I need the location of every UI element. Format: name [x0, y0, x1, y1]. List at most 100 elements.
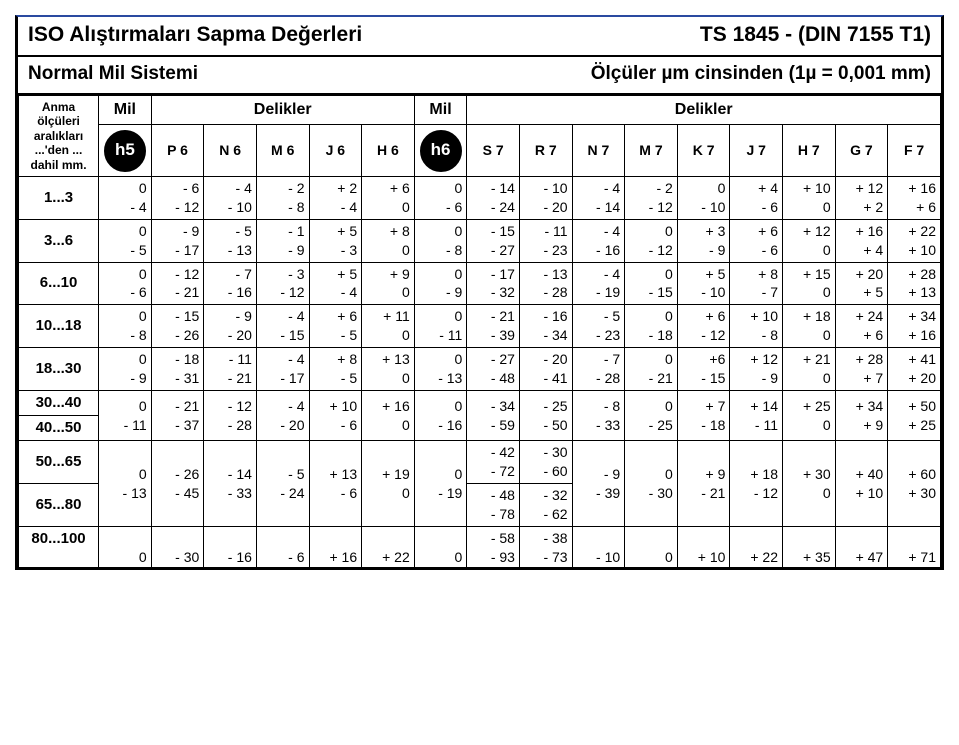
table-cell: - 16: [204, 526, 257, 566]
table-cell: + 9 - 21: [677, 441, 730, 527]
table-cell: - 20 - 41: [519, 348, 572, 391]
table-cell: + 4 - 6: [730, 176, 783, 219]
table-cell: + 5 - 4: [309, 262, 362, 305]
table-cell: + 16 + 4: [835, 219, 888, 262]
delikler-header-1: Delikler: [151, 96, 414, 125]
table-cell: + 8 0: [362, 219, 415, 262]
table-cell: + 6 - 6: [730, 219, 783, 262]
table-cell: + 8 - 5: [309, 348, 362, 391]
table-cell: + 10 0: [783, 176, 836, 219]
table-cell: - 16 - 34: [519, 305, 572, 348]
table-cell: + 47: [835, 526, 888, 566]
table-cell: - 14 - 33: [204, 441, 257, 527]
col-J6: J 6: [309, 125, 362, 177]
table-cell: - 5 - 23: [572, 305, 625, 348]
table-cell: 0 - 15: [625, 262, 678, 305]
col-M6: M 6: [256, 125, 309, 177]
table-cell: 0 - 18: [625, 305, 678, 348]
table-cell: - 10 - 20: [519, 176, 572, 219]
table-cell: - 4 - 14: [572, 176, 625, 219]
table-cell: 0: [625, 526, 678, 566]
table-cell: + 21 0: [783, 348, 836, 391]
table-cell: + 13 - 6: [309, 441, 362, 527]
col-G7: G 7: [835, 125, 888, 177]
table-cell: - 7 - 16: [204, 262, 257, 305]
table-cell: + 40 + 10: [835, 441, 888, 527]
col-J7: J 7: [730, 125, 783, 177]
table-cell: - 11 - 21: [204, 348, 257, 391]
table-cell: + 28 + 13: [888, 262, 941, 305]
table-cell: - 58 - 93: [467, 526, 520, 566]
range-cell: 65...80: [19, 484, 99, 527]
sub-row: Normal Mil Sistemi Ölçüler µm cinsinden …: [18, 57, 941, 95]
table-cell: + 11 0: [362, 305, 415, 348]
table-cell: + 6 - 5: [309, 305, 362, 348]
table-cell: + 14 - 11: [730, 390, 783, 441]
table-cell: - 30: [151, 526, 204, 566]
table-cell: + 22 + 10: [888, 219, 941, 262]
range-cell: 18...30: [19, 348, 99, 391]
col-S7: S 7: [467, 125, 520, 177]
table-row: 1...30 - 4- 6 - 12- 4 - 10- 2 - 8+ 2 - 4…: [19, 176, 941, 219]
table-cell: - 25 - 50: [519, 390, 572, 441]
table-cell: + 10 - 6: [309, 390, 362, 441]
table-cell: + 30 0: [783, 441, 836, 527]
table-cell: - 6 - 12: [151, 176, 204, 219]
table-cell: 0: [99, 526, 152, 566]
col-M7: M 7: [625, 125, 678, 177]
table-cell: 0 - 6: [99, 262, 152, 305]
table-cell: - 9 - 17: [151, 219, 204, 262]
table-cell: 0 - 5: [99, 219, 152, 262]
table-cell: - 26 - 45: [151, 441, 204, 527]
table-cell: + 34 + 16: [888, 305, 941, 348]
table-cell: + 5 - 10: [677, 262, 730, 305]
table-cell: + 24 + 6: [835, 305, 888, 348]
table-cell: + 16: [309, 526, 362, 566]
col-H7: H 7: [783, 125, 836, 177]
h5-badge-cell: h5: [99, 125, 152, 177]
table-cell: + 12 + 2: [835, 176, 888, 219]
range-cell: 6...10: [19, 262, 99, 305]
table-cell: - 10: [572, 526, 625, 566]
range-cell: 40...50: [19, 416, 99, 441]
table-cell: - 4 - 10: [204, 176, 257, 219]
table-row: 80...1000- 30- 16- 6+ 16+ 220- 58 - 93- …: [19, 526, 941, 566]
table-cell: - 15 - 26: [151, 305, 204, 348]
table-cell: + 41 + 20: [888, 348, 941, 391]
table-cell: - 48 - 78: [467, 484, 520, 527]
mil-header-2: Mil: [414, 96, 467, 125]
table-cell: + 8 - 7: [730, 262, 783, 305]
table-cell: 0 - 19: [414, 441, 467, 527]
table-cell: - 21 - 37: [151, 390, 204, 441]
table-cell: - 14 - 24: [467, 176, 520, 219]
table-cell: + 7 - 18: [677, 390, 730, 441]
standard-ref: TS 1845 - (DIN 7155 T1): [700, 23, 931, 47]
anma-header: Anma ölçüleri aralıkları ...'den ... dah…: [19, 96, 99, 177]
table-cell: 0 - 13: [414, 348, 467, 391]
range-cell: 3...6: [19, 219, 99, 262]
table-cell: + 50 + 25: [888, 390, 941, 441]
table-cell: 0 - 9: [99, 348, 152, 391]
table-cell: - 17 - 32: [467, 262, 520, 305]
col-R7: R 7: [519, 125, 572, 177]
units-label: Ölçüler µm cinsinden (1µ = 0,001 mm): [591, 63, 931, 85]
table-cell: 0 - 10: [677, 176, 730, 219]
table-cell: - 9 - 39: [572, 441, 625, 527]
table-cell: + 35: [783, 526, 836, 566]
table-cell: + 6 - 12: [677, 305, 730, 348]
table-cell: - 5 - 13: [204, 219, 257, 262]
table-cell: - 13 - 28: [519, 262, 572, 305]
table-cell: - 5 - 24: [256, 441, 309, 527]
table-cell: 0 - 13: [99, 441, 152, 527]
table-cell: - 9 - 20: [204, 305, 257, 348]
table-cell: + 3 - 9: [677, 219, 730, 262]
col-H6: H 6: [362, 125, 415, 177]
table-cell: + 2 - 4: [309, 176, 362, 219]
table-cell: + 71: [888, 526, 941, 566]
table-cell: + 5 - 3: [309, 219, 362, 262]
table-cell: + 22: [730, 526, 783, 566]
tolerance-table: Anma ölçüleri aralıkları ...'den ... dah…: [18, 95, 941, 567]
h6-badge-cell: h6: [414, 125, 467, 177]
table-row: 50...650 - 13- 26 - 45- 14 - 33- 5 - 24+…: [19, 441, 941, 484]
table-cell: - 15 - 27: [467, 219, 520, 262]
